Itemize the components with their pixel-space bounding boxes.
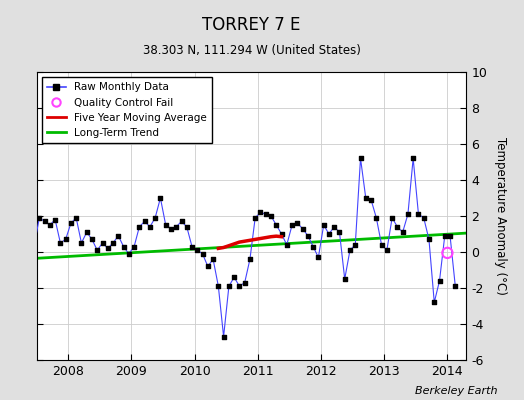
Point — [398, 229, 407, 235]
Point — [67, 220, 75, 226]
Point — [4, 229, 12, 235]
Point — [25, 247, 33, 254]
Point — [161, 222, 170, 228]
Point — [119, 243, 128, 250]
Point — [99, 240, 107, 246]
Point — [335, 229, 344, 235]
Point — [93, 247, 102, 254]
Text: TORREY 7 E: TORREY 7 E — [202, 16, 301, 34]
Point — [443, 250, 452, 256]
Point — [293, 220, 301, 226]
Point — [146, 224, 154, 230]
Point — [77, 240, 85, 246]
Point — [298, 225, 307, 232]
Point — [367, 197, 375, 203]
Point — [330, 224, 339, 230]
Point — [46, 222, 54, 228]
Point — [130, 243, 138, 250]
Point — [14, 298, 23, 304]
Point — [409, 155, 417, 162]
Point — [346, 247, 354, 254]
Point — [188, 243, 196, 250]
Point — [40, 218, 49, 225]
Point — [225, 283, 233, 290]
Point — [403, 211, 412, 218]
Point — [256, 209, 265, 216]
Point — [19, 258, 28, 264]
Point — [151, 214, 159, 221]
Point — [109, 240, 117, 246]
Point — [251, 214, 259, 221]
Point — [199, 250, 207, 257]
Point — [351, 242, 359, 248]
Point — [372, 214, 380, 221]
Point — [235, 283, 244, 290]
Point — [451, 283, 460, 290]
Point — [61, 236, 70, 242]
Point — [441, 233, 449, 239]
Point — [325, 231, 333, 237]
Point — [204, 263, 212, 270]
Point — [261, 211, 270, 218]
Point — [140, 218, 149, 225]
Point — [209, 256, 217, 262]
Point — [425, 236, 433, 242]
Point — [277, 231, 286, 237]
Point — [51, 216, 59, 223]
Legend: Raw Monthly Data, Quality Control Fail, Five Year Moving Average, Long-Term Tren: Raw Monthly Data, Quality Control Fail, … — [42, 77, 212, 143]
Point — [393, 224, 401, 230]
Point — [272, 222, 280, 228]
Point — [35, 214, 43, 221]
Point — [9, 240, 17, 246]
Point — [383, 247, 391, 254]
Point — [420, 214, 428, 221]
Point — [241, 279, 249, 286]
Point — [214, 283, 223, 290]
Point — [377, 242, 386, 248]
Point — [220, 334, 228, 340]
Point — [314, 254, 323, 261]
Point — [83, 229, 91, 235]
Point — [172, 224, 180, 230]
Point — [388, 214, 396, 221]
Point — [156, 195, 165, 201]
Point — [304, 233, 312, 239]
Point — [414, 211, 423, 218]
Point — [282, 242, 291, 248]
Point — [309, 243, 318, 250]
Text: 38.303 N, 111.294 W (United States): 38.303 N, 111.294 W (United States) — [143, 44, 361, 57]
Point — [356, 155, 365, 162]
Point — [446, 233, 454, 239]
Point — [341, 276, 349, 282]
Point — [56, 240, 64, 246]
Point — [177, 218, 185, 225]
Point — [30, 243, 38, 250]
Point — [114, 233, 123, 239]
Point — [125, 250, 133, 257]
Point — [135, 224, 144, 230]
Point — [362, 195, 370, 201]
Point — [193, 247, 202, 254]
Point — [267, 213, 275, 219]
Point — [88, 236, 96, 242]
Point — [435, 278, 444, 284]
Y-axis label: Temperature Anomaly (°C): Temperature Anomaly (°C) — [494, 137, 507, 295]
Point — [182, 224, 191, 230]
Point — [430, 299, 439, 306]
Point — [230, 274, 238, 280]
Point — [288, 222, 296, 228]
Point — [104, 245, 112, 252]
Point — [167, 225, 175, 232]
Text: Berkeley Earth: Berkeley Earth — [416, 386, 498, 396]
Point — [72, 214, 80, 221]
Point — [320, 222, 328, 228]
Point — [246, 256, 254, 262]
